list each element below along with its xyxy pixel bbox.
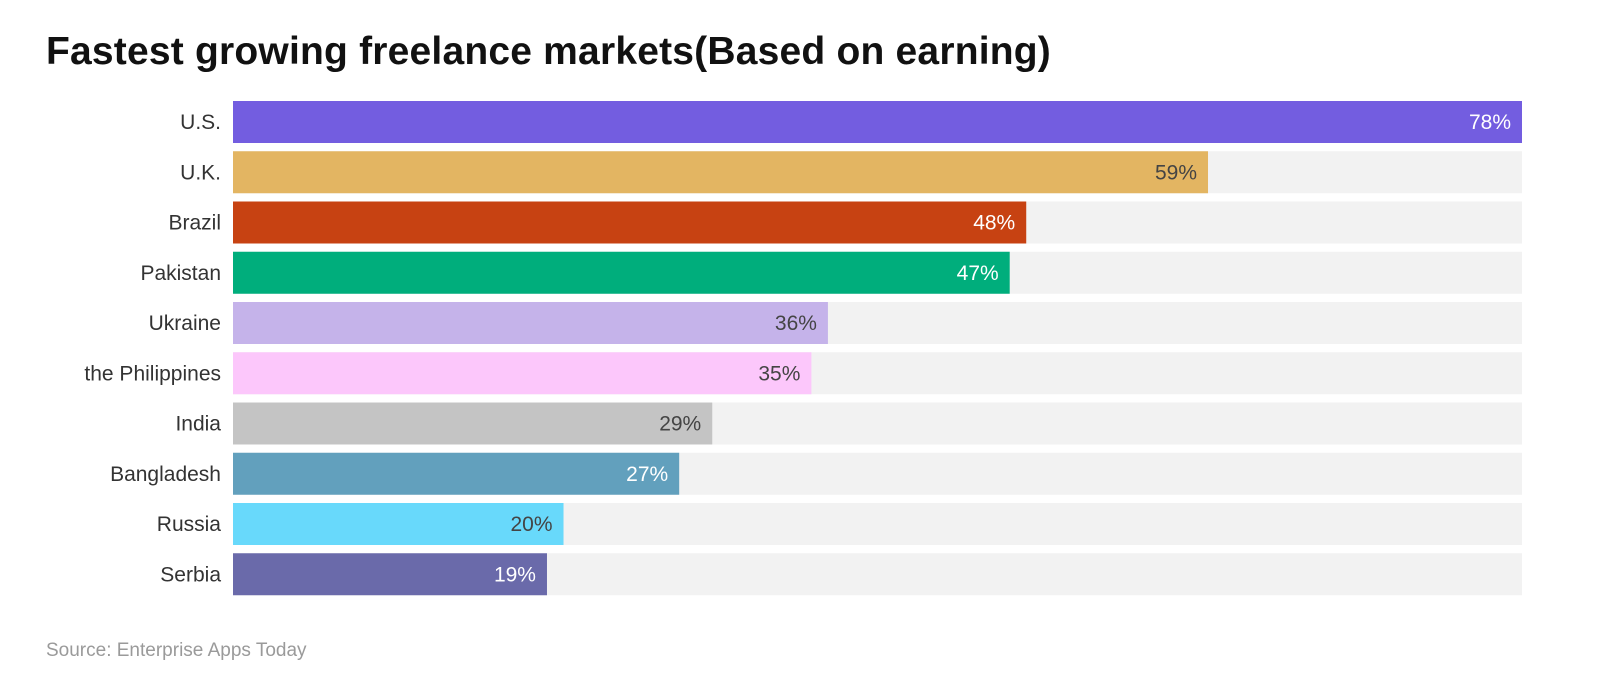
category-label: Pakistan [140,262,221,285]
data-label: 47% [957,262,999,285]
data-label: 29% [659,413,701,436]
chart-title: Fastest growing freelance markets(Based … [46,30,1051,73]
category-label: Serbia [160,563,221,586]
data-label: 36% [775,312,817,335]
category-label: Brazil [168,212,221,235]
bar [233,302,828,344]
bar [233,452,680,495]
category-label: U.K. [180,161,221,184]
bar [233,201,1027,244]
bar [233,503,564,545]
bar [233,402,713,445]
category-label: U.S. [180,111,221,134]
data-label: 48% [973,212,1015,235]
data-label: 35% [758,362,800,385]
category-label: the Philippines [84,362,221,385]
data-label: 78% [1469,111,1511,134]
bar [233,352,812,395]
category-label: Russia [157,513,222,536]
category-label: India [175,413,221,436]
data-label: 27% [626,463,668,486]
category-label: Ukraine [149,312,221,335]
bar [233,151,1209,194]
source-note: Source: Enterprise Apps Today [46,640,307,661]
bar [233,101,1522,143]
data-label: 20% [510,513,552,536]
data-label: 19% [494,563,536,586]
data-label: 59% [1155,161,1197,184]
bar [233,553,547,596]
category-label: Bangladesh [110,463,221,486]
bar [233,251,1010,294]
